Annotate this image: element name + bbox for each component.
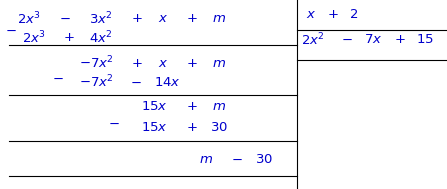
Text: $+$: $+$ [186,57,198,70]
Text: $+$: $+$ [131,12,142,25]
Text: $-$: $-$ [341,33,352,46]
Text: $+$: $+$ [63,31,75,44]
Text: $-$: $-$ [52,72,64,85]
Text: $-$: $-$ [231,153,243,166]
Text: $2x^3$: $2x^3$ [21,29,46,46]
Text: $+$: $+$ [186,12,198,25]
Text: $+$: $+$ [394,33,406,46]
Text: $-$: $-$ [5,24,17,37]
Text: $7x$: $7x$ [364,33,383,46]
Text: $-7x^2$: $-7x^2$ [79,74,114,91]
Text: $x$: $x$ [305,8,316,21]
Text: $2$: $2$ [349,8,358,21]
Text: $4x^2$: $4x^2$ [89,29,113,46]
Text: $m$: $m$ [198,153,213,166]
Text: $-$: $-$ [131,76,142,89]
Text: $+$: $+$ [186,100,198,113]
Text: $+$: $+$ [131,57,142,70]
Text: $-$: $-$ [59,12,71,25]
Text: $15$: $15$ [416,33,434,46]
Text: $15x$: $15x$ [141,121,168,134]
Text: $m$: $m$ [212,12,226,25]
Text: $x$: $x$ [158,57,169,70]
Text: $-$: $-$ [108,117,120,130]
Text: $14x$: $14x$ [154,76,181,89]
Text: $+$: $+$ [327,8,339,21]
Text: $30$: $30$ [210,121,228,134]
Text: $+$: $+$ [186,121,198,134]
Text: $15x$: $15x$ [141,100,168,113]
Text: $2x^2$: $2x^2$ [301,31,325,48]
Text: $m$: $m$ [212,100,226,113]
Text: $3x^2$: $3x^2$ [89,11,113,27]
Text: $x$: $x$ [158,12,169,25]
Text: $m$: $m$ [212,57,226,70]
Text: $-7x^2$: $-7x^2$ [79,55,114,72]
Text: $2x^3$: $2x^3$ [17,11,41,27]
Text: $30$: $30$ [255,153,273,166]
